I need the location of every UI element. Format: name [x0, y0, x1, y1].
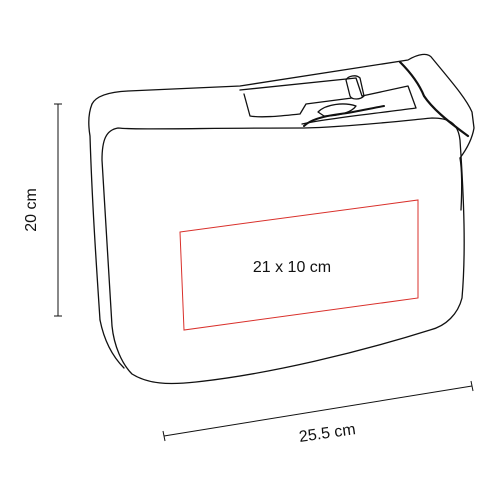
print-area: 21 x 10 cm [179, 199, 419, 331]
strap-end [398, 60, 470, 138]
width-dimension-right-tick [470, 380, 474, 392]
handle-buckle [345, 75, 365, 100]
bag-illustration [88, 53, 475, 385]
print-area-rect [179, 199, 419, 331]
height-dimension: 20 cm [23, 103, 62, 317]
bag-bottom-edge [99, 319, 125, 369]
handle-strap [239, 77, 417, 125]
width-dimension: 25.5 cm [162, 380, 474, 446]
width-dimension-left-tick [162, 430, 166, 442]
bag-front-panel [101, 117, 465, 385]
strap-loop [303, 105, 385, 127]
width-dimension-label: 25.5 cm [298, 421, 357, 446]
print-area-label: 21 x 10 cm [253, 259, 331, 276]
bag-right-side [459, 157, 463, 211]
height-dimension-label: 20 cm [23, 188, 40, 232]
bag-lid-outline [91, 53, 475, 159]
width-dimension-line [163, 385, 473, 437]
bag-left-side [88, 103, 101, 321]
strap-ring [317, 103, 357, 117]
